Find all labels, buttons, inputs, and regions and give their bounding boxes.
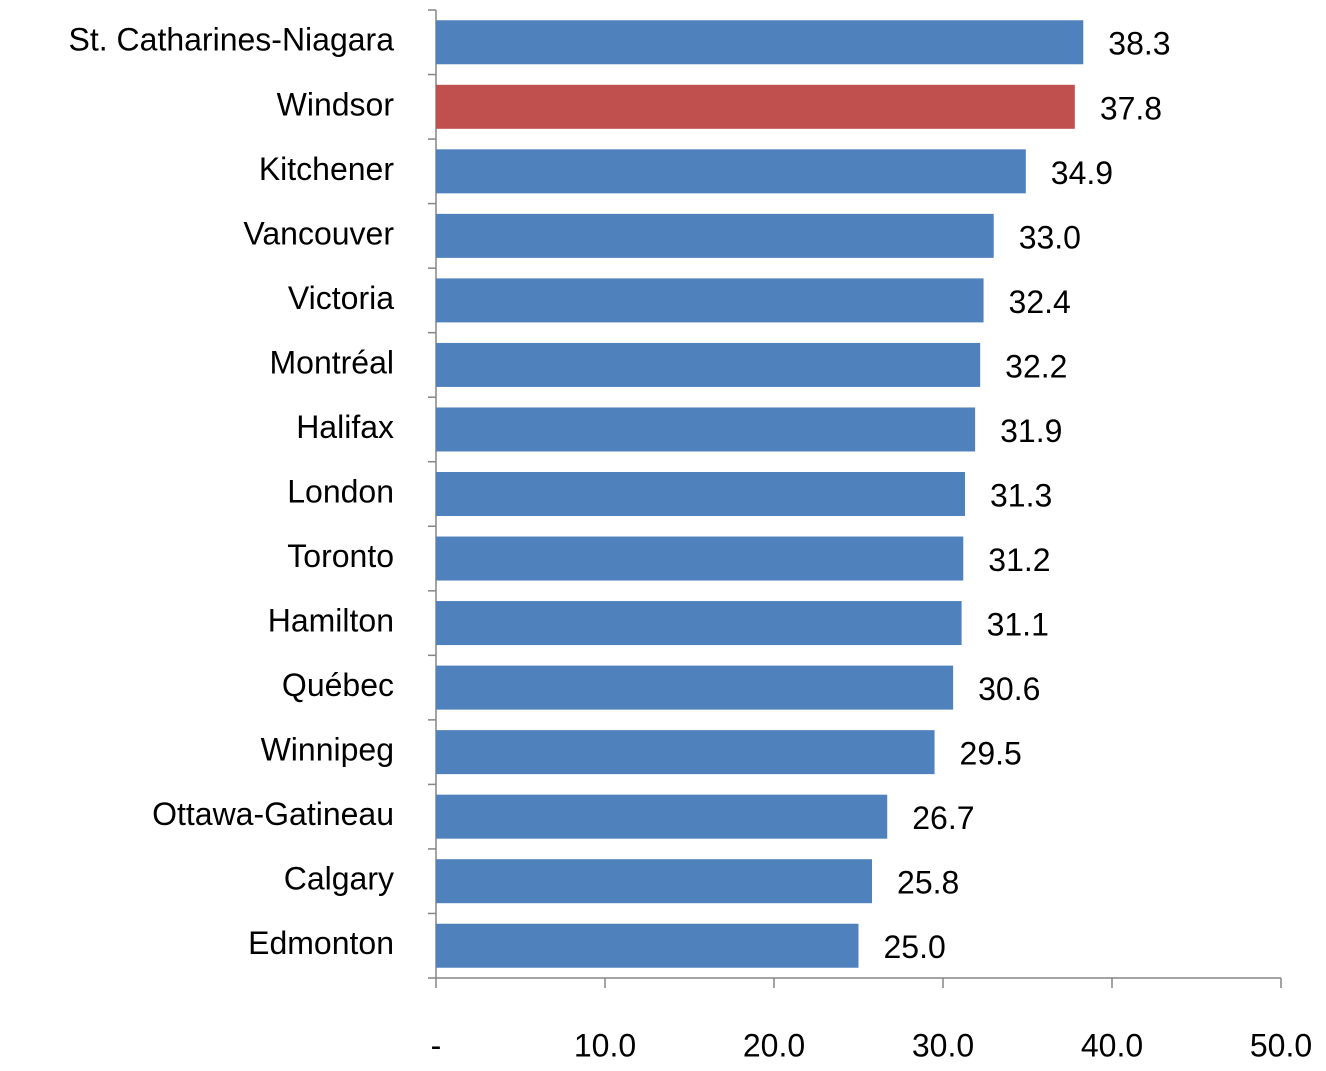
y-tick-label: Ottawa-Gatineau bbox=[152, 796, 394, 832]
y-tick-label: St. Catharines-Niagara bbox=[69, 22, 395, 58]
y-tick-label: Victoria bbox=[288, 280, 394, 316]
value-label: 31.1 bbox=[987, 607, 1049, 643]
value-label: 25.8 bbox=[897, 865, 959, 901]
y-tick-label: Calgary bbox=[284, 861, 394, 897]
value-label: 29.5 bbox=[960, 736, 1022, 772]
y-tick-label: Québec bbox=[282, 667, 394, 703]
bar bbox=[436, 84, 1075, 129]
value-label: 32.4 bbox=[1009, 284, 1071, 320]
value-label: 37.8 bbox=[1100, 90, 1162, 126]
value-label: 26.7 bbox=[912, 800, 974, 836]
value-label: 32.2 bbox=[1005, 348, 1067, 384]
bar bbox=[436, 149, 1026, 194]
bar bbox=[436, 665, 954, 710]
value-label: 31.2 bbox=[988, 542, 1050, 578]
value-label: 25.0 bbox=[884, 929, 946, 965]
y-tick-label: Montréal bbox=[270, 344, 395, 380]
bar bbox=[436, 407, 976, 452]
x-tick-label: 20.0 bbox=[743, 1027, 805, 1063]
bar bbox=[436, 859, 873, 904]
value-label: 30.6 bbox=[978, 671, 1040, 707]
x-tick-label: 40.0 bbox=[1081, 1027, 1143, 1063]
bar bbox=[436, 472, 965, 516]
y-tick-label: Kitchener bbox=[259, 151, 395, 187]
x-tick-label: 10.0 bbox=[574, 1027, 636, 1063]
bar bbox=[436, 342, 981, 387]
y-tick-label: Toronto bbox=[287, 538, 394, 574]
y-tick-label: Halifax bbox=[296, 409, 394, 445]
y-tick-label: Hamilton bbox=[268, 603, 394, 639]
x-tick-label: - bbox=[431, 1027, 442, 1063]
y-tick-label: London bbox=[287, 473, 394, 509]
y-tick-label: Vancouver bbox=[243, 215, 394, 251]
value-label: 34.9 bbox=[1051, 155, 1113, 191]
y-tick-label: Windsor bbox=[277, 86, 395, 122]
x-tick-label: 50.0 bbox=[1250, 1027, 1312, 1063]
bar bbox=[436, 601, 962, 646]
x-tick-label: 30.0 bbox=[912, 1027, 974, 1063]
bar bbox=[436, 213, 994, 258]
bar bbox=[436, 536, 964, 581]
value-label: 31.9 bbox=[1000, 413, 1062, 449]
bar bbox=[436, 20, 1084, 65]
value-label: 31.3 bbox=[990, 477, 1052, 513]
bar bbox=[436, 794, 888, 839]
bar bbox=[436, 278, 984, 323]
value-label: 33.0 bbox=[1019, 219, 1081, 255]
value-label: 38.3 bbox=[1108, 26, 1170, 62]
bar bbox=[436, 730, 935, 775]
y-tick-label: Edmonton bbox=[248, 925, 394, 961]
bar bbox=[436, 923, 859, 968]
y-tick-label: Winnipeg bbox=[261, 732, 394, 768]
